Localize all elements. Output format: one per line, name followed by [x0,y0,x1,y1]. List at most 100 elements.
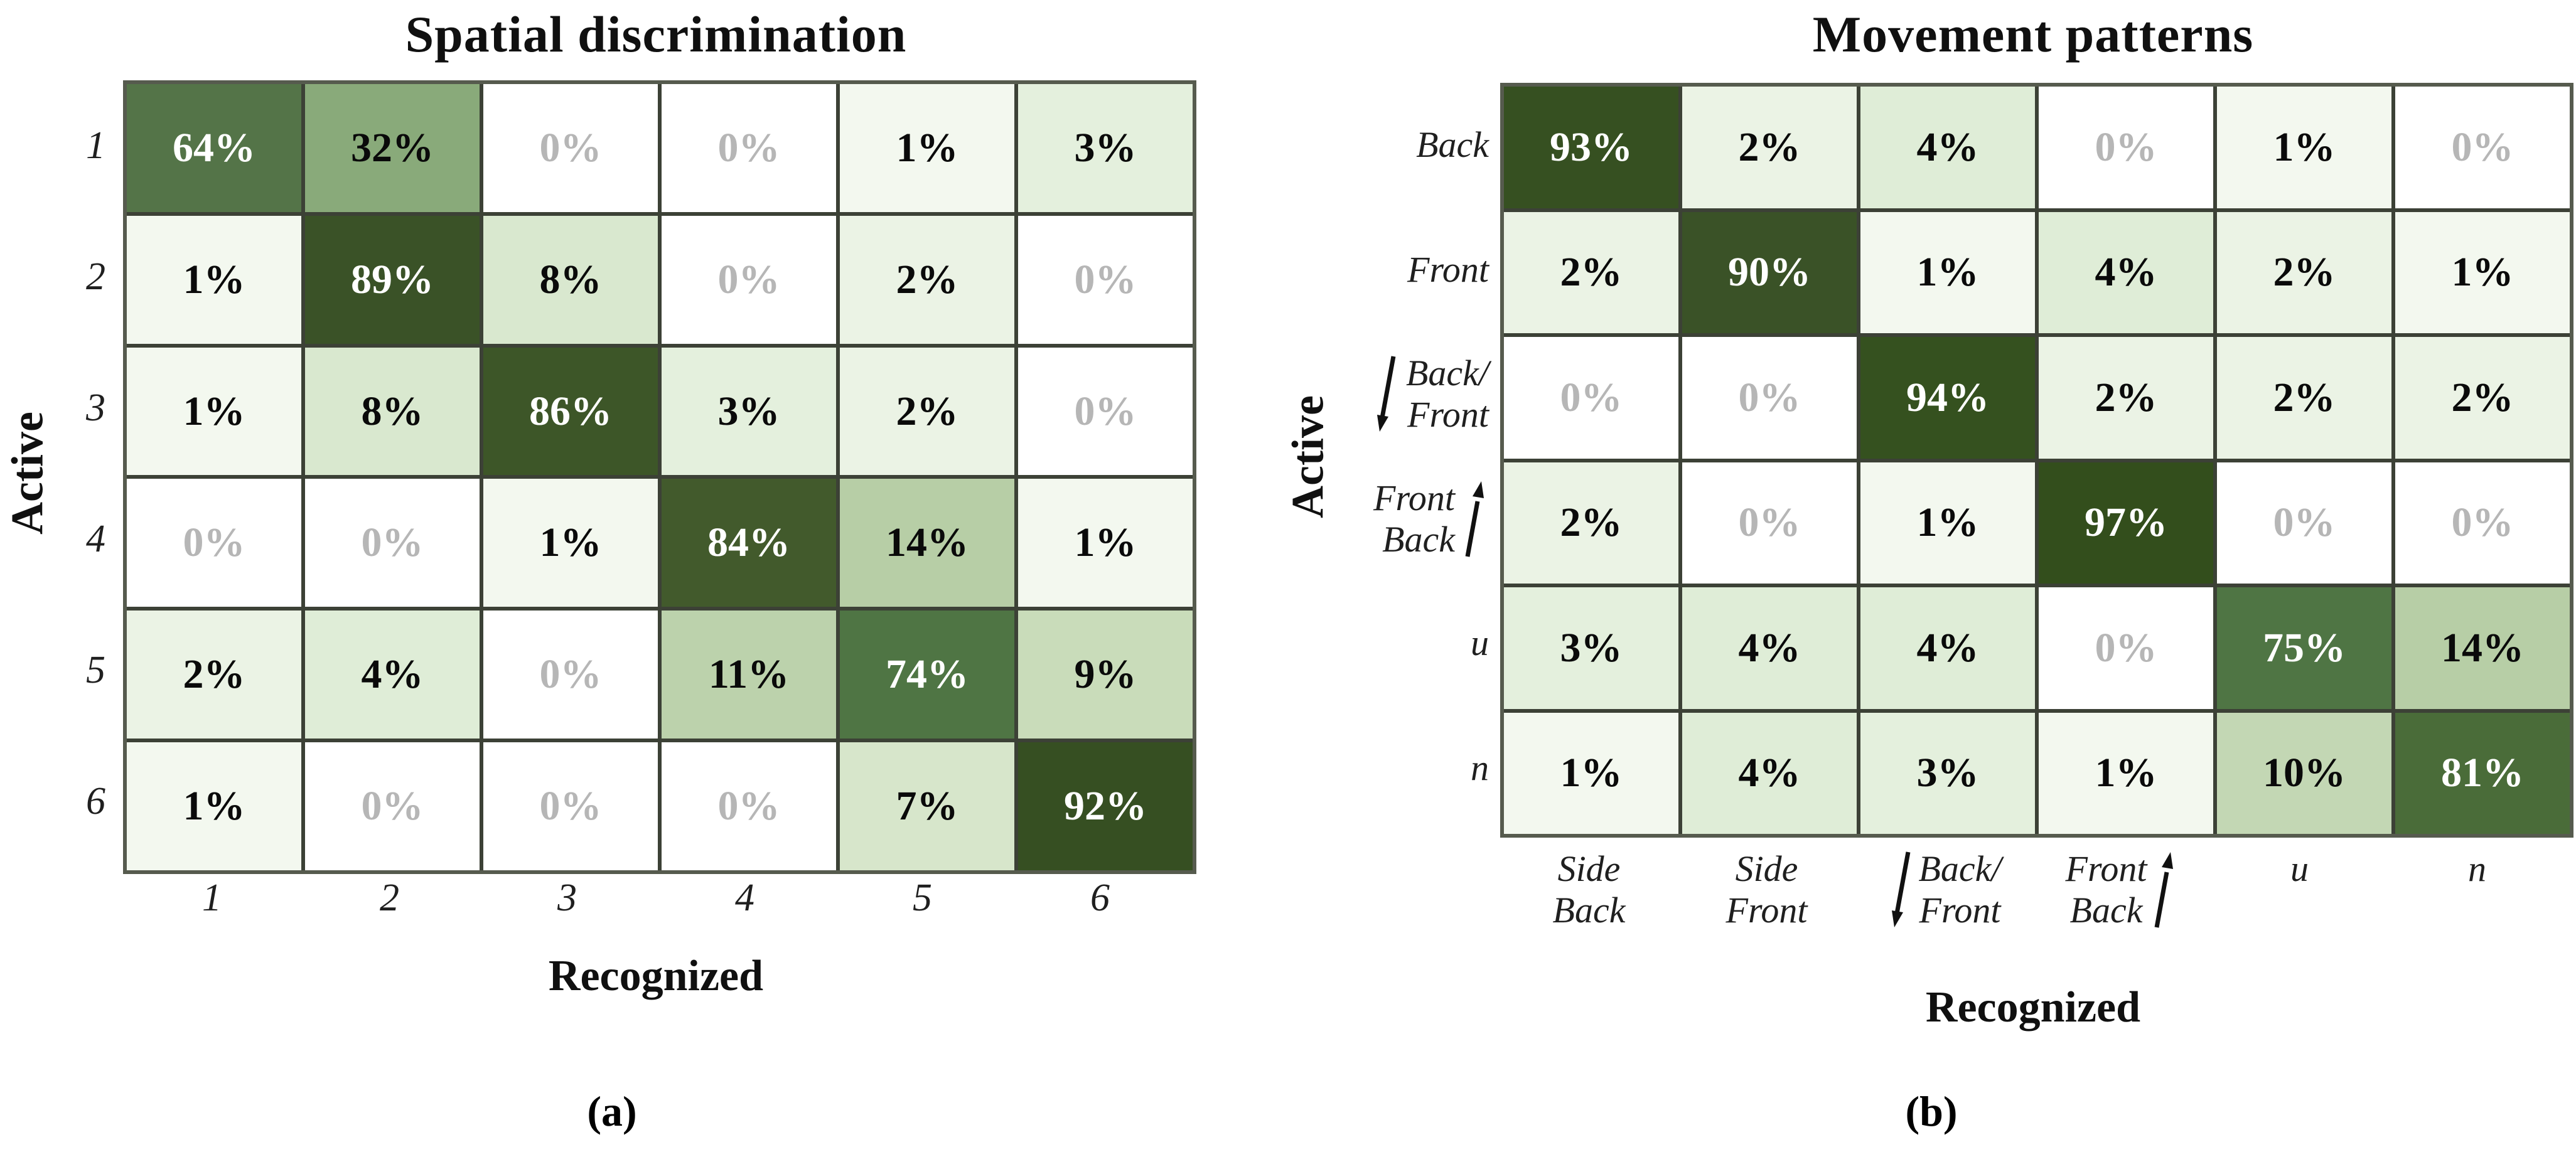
heatmap-cell: 90% [1682,211,1857,333]
y-tick-label: u [1137,581,1489,706]
heatmap-cell: 0% [483,84,658,212]
heatmap-cell: 2% [1682,87,1857,208]
heatmap-movement-patterns: 93% 2% 4% 0% 1% 0% 2% 90% 1% 4% 2% 1% 0% 0% 94% 2% 2% 2% 2… [1500,83,2573,838]
tick-label-line: 6 [1090,877,1110,919]
heatmap-cell: 2% [2217,211,2391,333]
tick-label-text: n [2468,848,2486,890]
tick-label-line: 1 [202,877,222,919]
tick-label-line: u [1471,622,1489,664]
y-axis-label-active-a: Active [2,412,53,535]
tick-label-text: 3 [557,877,577,919]
x-tick-label: u [2211,848,2388,999]
heatmap-cell: 0% [2395,462,2570,584]
tick-label-line: 2 [86,255,105,299]
heatmap-cell: 0% [1018,347,1193,476]
x-tick-label: 6 [1011,877,1189,952]
heatmap-cell: 2% [2395,337,2570,459]
y-tick-label: 4 [0,473,105,604]
tick-label-line: Back [1552,890,1626,931]
heatmap-cell: 0% [2039,587,2213,709]
heatmap-cell: 1% [127,347,301,476]
heatmap-cell: 0% [2395,87,2570,208]
heatmap-cell: 1% [1860,462,2035,584]
heatmap-cell: 0% [2039,87,2213,208]
heatmap-cell: 1% [2039,712,2213,834]
heatmap-cell: 81% [2395,712,2570,834]
heatmap-cell: 32% [305,84,480,212]
down-arrow-icon [1377,356,1396,432]
heatmap-cell: 4% [1682,587,1857,709]
x-axis-label-recognized-b: Recognized [1925,983,2141,1032]
heatmap-cell: 89% [305,215,480,344]
heatmap-cell: 0% [662,84,836,212]
heatmap-cell: 1% [127,742,301,870]
tick-label-line: Back/ [1918,848,2002,889]
x-axis-label-recognized-a: Recognized [548,952,764,1000]
y-axis-label-active-b: Active [1282,395,1333,518]
heatmap-cell: 0% [1682,462,1857,584]
heatmap-cell: 2% [1504,462,1678,584]
tick-label-text: u [1471,622,1489,664]
heatmap-cell: 4% [305,611,480,739]
tick-label-text: 4 [86,518,105,560]
heatmap-cell: 14% [2395,587,2570,709]
tick-label-text: 2 [86,256,105,297]
x-tick-label: 4 [656,877,834,952]
tick-label-line: Front [1919,890,2001,931]
y-tick-label: Front Back [1137,457,1489,582]
heatmap-cell: 4% [2039,211,2213,333]
tick-label-line: Side [1557,848,1621,889]
tick-label-text: Side Front [1726,848,1808,931]
heatmap-cell: 2% [2217,337,2391,459]
tick-label-line: 5 [913,877,932,919]
heatmap-cell: 86% [483,347,658,476]
tick-label-text: Front [1407,249,1489,291]
tick-label-text: 2 [380,877,399,919]
heatmap-cell: 0% [127,479,301,607]
tick-label-line: Front [1725,890,1808,931]
tick-label-text: 5 [86,649,105,691]
heatmap-cell: 1% [1018,479,1193,607]
heatmap-cell: 0% [662,742,836,870]
tick-label-line: Front [2065,848,2147,889]
tick-label-text: n [1471,747,1489,789]
heatmap-cell: 9% [1018,611,1193,739]
x-tick-label: Front Back [2033,848,2211,999]
tick-label-line: Front [1407,248,1489,290]
tick-label-line: 3 [557,877,577,919]
tick-label-text: 4 [735,877,754,919]
y-tick-label: n [1137,706,1489,831]
heatmap-cell: 2% [1504,211,1678,333]
heatmap-cell: 8% [483,215,658,344]
tick-label-line: 6 [86,779,105,823]
x-tick-label: Side Front [1678,848,1855,999]
heatmap-cell: 1% [127,215,301,344]
heatmap-cell: 0% [1504,337,1678,459]
y-tick-label: Back/Front [1137,332,1489,457]
x-tick-label: n [2388,848,2566,999]
heatmap-cell: 1% [483,479,658,607]
heatmap-cell: 0% [305,479,480,607]
heatmap-cell: 3% [1504,587,1678,709]
heatmap-cell: 97% [2039,462,2213,584]
x-tick-label: 1 [123,877,301,952]
heatmap-spatial-discrimination: 64% 32% 0% 0% 1% 3% 1% 89% 8% 0% 2% 0% 1% 8% 86% 3% 2% 0%… [123,80,1196,874]
heatmap-cell: 2% [127,611,301,739]
heatmap-cell: 2% [840,347,1014,476]
tick-label-line: 5 [86,648,105,691]
heatmap-cell: 84% [662,479,836,607]
heatmap-cell: 8% [305,347,480,476]
y-tick-label: 3 [0,343,105,474]
tick-label-line: 1 [86,124,105,168]
tick-label-text: 6 [1090,877,1110,919]
tick-label-text: Side Back [1553,848,1626,931]
chart-title-spatial-discrimination: Spatial discrimination [405,6,907,63]
heatmap-cell: 93% [1504,87,1678,208]
heatmap-cell: 1% [1860,211,2035,333]
tick-label-line: u [2290,848,2309,889]
heatmap-cell: 94% [1860,337,2035,459]
tick-label-line: Back [1382,518,1455,560]
heatmap-cell: 11% [662,611,836,739]
y-tick-label: 6 [0,735,105,867]
